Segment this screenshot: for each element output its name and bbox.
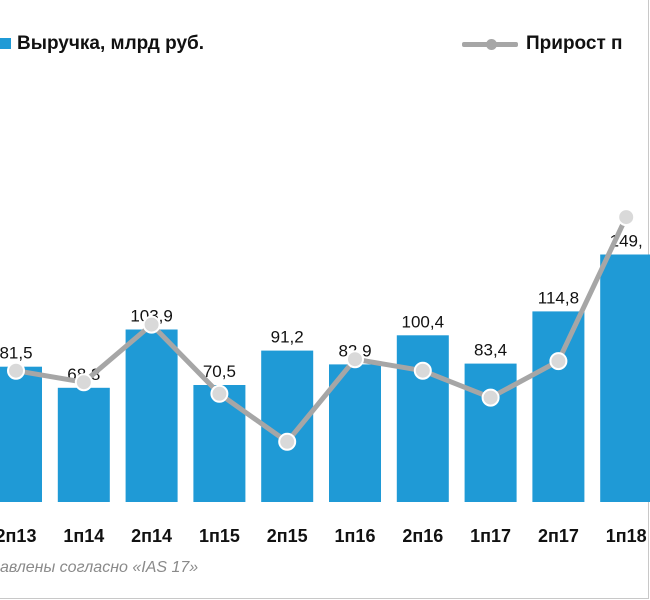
growth-marker	[617, 208, 636, 227]
revenue-bar	[57, 387, 110, 502]
x-axis-tick-label: 2п13	[0, 526, 36, 546]
x-axis-tick-label: 2п15	[267, 526, 308, 546]
revenue-bar	[261, 350, 314, 502]
revenue-value-label: 70,5	[203, 362, 236, 381]
revenue-bar	[0, 366, 42, 502]
revenue-bar	[125, 329, 178, 502]
revenue-value-label: 114,8	[538, 288, 579, 307]
growth-marker	[278, 432, 297, 451]
x-axis-tick-label: 1п17	[470, 526, 511, 546]
revenue-bar	[329, 364, 381, 502]
growth-marker	[74, 373, 93, 392]
growth-line	[15, 216, 629, 445]
x-axis-tick-label: 1п15	[199, 526, 240, 546]
legend-line-marker	[486, 39, 497, 50]
legend-growth-label: Прирост п	[526, 33, 623, 54]
growth-marker	[7, 361, 25, 380]
growth-marker	[210, 384, 229, 403]
revenue-value-label: 100,4	[402, 312, 445, 331]
growth-marker	[142, 315, 161, 334]
growth-marker	[346, 350, 364, 369]
growth-marker	[481, 388, 500, 407]
revenue-value-label: 81,5	[0, 344, 33, 363]
revenue-value-label: 83,4	[474, 341, 507, 360]
footnote: авлены согласно «IAS 17»	[0, 559, 199, 576]
revenue-bar	[532, 311, 585, 502]
revenue-bar	[464, 363, 517, 502]
growth-marker	[413, 361, 432, 380]
growth-marker	[549, 352, 568, 371]
revenue-bar	[600, 254, 650, 502]
x-axis-tick-label: 2п14	[131, 526, 172, 546]
x-axis-tick-label: 1п14	[63, 526, 104, 546]
x-axis-tick-label: 2п17	[538, 526, 579, 546]
x-axis-tick-label: 2п16	[402, 526, 443, 546]
revenue-growth-chart: 81,568,8103,970,591,282,9100,483,4114,81…	[0, 208, 650, 546]
revenue-value-label: 91,2	[271, 328, 304, 347]
x-axis-tick-label: 1п18	[606, 526, 647, 546]
revenue-bar	[396, 335, 449, 502]
legend-bar-swatch	[0, 38, 11, 49]
x-axis-tick-label: 1п16	[335, 526, 376, 546]
legend-revenue-label: Выручка, млрд руб.	[17, 33, 205, 54]
